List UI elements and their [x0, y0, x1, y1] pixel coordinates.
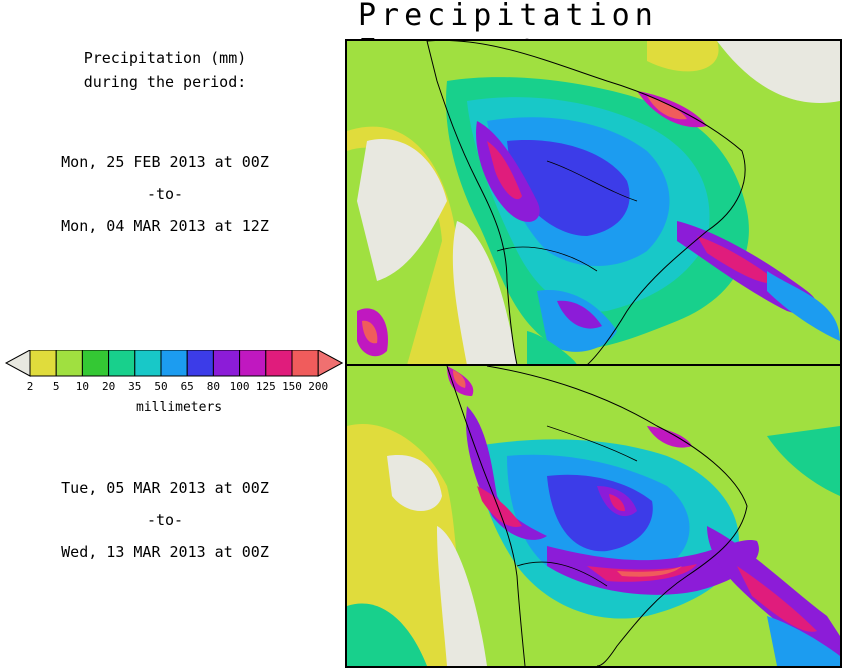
- colorbar-tick-label: 100: [229, 380, 250, 393]
- colorbar-tick-label: 5: [52, 380, 60, 393]
- colorbar-tick-label: 35: [128, 380, 142, 393]
- legend-heading-line1: Precipitation (mm): [83, 49, 247, 67]
- colorbar-box: [108, 350, 136, 377]
- colorbar-box: [291, 350, 319, 377]
- colorbar-box: [29, 350, 57, 377]
- units-label: millimeters: [136, 400, 223, 415]
- map-top-period: [345, 39, 842, 367]
- legend-heading-line2: during the period:: [83, 73, 247, 91]
- period-top-start: Mon, 25 FEB 2013 at 00Z: [61, 153, 269, 171]
- legend-heading: Precipitation (mm) during the period:: [0, 46, 330, 94]
- period-top-sep: -to-: [146, 185, 184, 203]
- colorbar-tick-label: 65: [180, 380, 194, 393]
- colorbar-tick-label: 150: [282, 380, 302, 393]
- period-top: Mon, 25 FEB 2013 at 00Z -to- Mon, 04 MAR…: [0, 150, 330, 238]
- colorbar-tick-label: 200: [308, 380, 329, 393]
- period-bottom-end: Wed, 13 MAR 2013 at 00Z: [61, 543, 269, 561]
- map-bottom-period: [345, 364, 842, 668]
- period-top-end: Mon, 04 MAR 2013 at 12Z: [61, 217, 269, 235]
- colorbar-tick-label: 2: [26, 380, 34, 393]
- colorbar-tick-label: 125: [255, 380, 276, 393]
- colorbar-box: [212, 350, 241, 377]
- colorbar-arrow-low: [4, 350, 31, 377]
- colorbar-tick-label: 80: [206, 380, 221, 393]
- period-bottom: Tue, 05 MAR 2013 at 00Z -to- Wed, 13 MAR…: [0, 476, 330, 564]
- colorbar-tick-label: 10: [75, 380, 90, 393]
- colorbar-box: [55, 350, 83, 377]
- precip-map-top: [347, 41, 840, 365]
- period-bottom-start: Tue, 05 MAR 2013 at 00Z: [61, 479, 269, 497]
- colorbar-box: [160, 350, 188, 377]
- colorbar-box: [134, 350, 162, 377]
- colorbar-box: [265, 350, 293, 377]
- colorbar-box: [186, 350, 214, 377]
- colorbar-box: [239, 350, 267, 377]
- period-bottom-sep: -to-: [146, 511, 184, 529]
- colorbar-tick-label: 50: [154, 380, 168, 393]
- colorbar-box: [81, 350, 110, 377]
- colorbar-arrow-high: [317, 350, 344, 377]
- colorbar: [4, 350, 344, 377]
- precip-map-bottom: [347, 366, 840, 666]
- colorbar-tick-label: 20: [101, 380, 116, 393]
